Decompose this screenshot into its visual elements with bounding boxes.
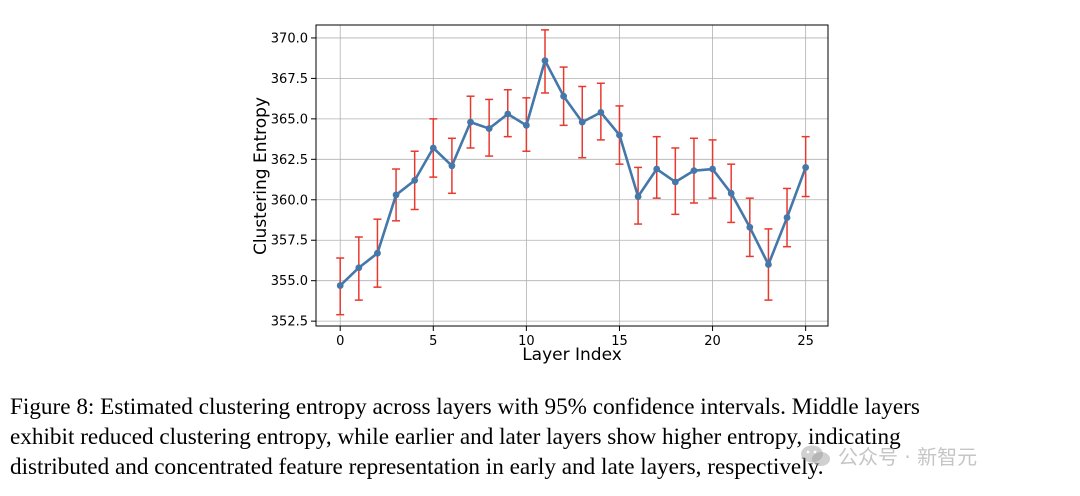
- data-point: [578, 118, 586, 126]
- caption-line-3: distributed and concentrated feature rep…: [10, 454, 824, 480]
- caption-line-2: exhibit reduced clustering entropy, whil…: [10, 424, 901, 450]
- plot-frame: [315, 24, 829, 327]
- axis-ticks: 0 5 10 15 20 25 352.5 355.0 357.5 360.0 362.5 365.0…: [271, 31, 814, 349]
- y-tick-label: 357.5: [271, 234, 308, 249]
- series-line: [339, 59, 807, 287]
- y-tick-label: 355.0: [271, 274, 308, 289]
- data-point: [485, 125, 493, 132]
- data-point: [616, 131, 623, 139]
- caption-line-1: Figure 8: Estimated clustering entropy a…: [10, 394, 920, 420]
- data-point: [392, 191, 400, 199]
- data-points: [336, 57, 810, 289]
- x-tick-label: 20: [704, 334, 721, 349]
- y-tick-label: 360.0: [271, 193, 308, 208]
- x-tick-label: 25: [797, 334, 814, 349]
- watermark: 公众号 · 新智元: [800, 441, 977, 470]
- y-tick-label: 352.5: [271, 315, 308, 330]
- data-point: [746, 223, 754, 231]
- chart: 0 5 10 15 20 25 352.5 355.0 357.5 360.0 362.5 365.0…: [251, 24, 829, 365]
- data-point: [597, 108, 605, 116]
- data-point: [727, 189, 735, 197]
- x-tick-label: 10: [518, 334, 535, 349]
- y-tick-label: 370.0: [271, 31, 308, 46]
- data-point: [802, 164, 810, 171]
- data-point: [411, 176, 419, 184]
- y-tick-label: 362.5: [271, 153, 308, 168]
- data-point: [429, 144, 437, 152]
- data-point: [355, 264, 363, 272]
- grid-lines: [316, 25, 828, 326]
- x-tick-label: 15: [611, 334, 628, 349]
- data-point: [541, 57, 549, 65]
- error-bars: [336, 29, 810, 316]
- data-point: [653, 165, 661, 173]
- watermark-text: 公众号 · 新智元: [838, 445, 978, 469]
- data-point: [671, 178, 679, 186]
- y-axis-label: Clustering Entropy: [251, 97, 271, 255]
- y-tick-label: 365.0: [271, 112, 308, 127]
- data-point: [560, 92, 568, 100]
- x-tick-label: 0: [336, 334, 344, 349]
- data-point: [336, 282, 344, 289]
- data-point: [765, 261, 772, 268]
- y-tick-label: 367.5: [271, 72, 308, 87]
- data-point: [783, 214, 791, 221]
- x-tick-label: 5: [429, 334, 437, 349]
- data-point: [522, 121, 530, 129]
- data-point: [374, 249, 381, 257]
- wechat-icon: [801, 445, 830, 466]
- data-point: [504, 110, 512, 118]
- x-axis-label: Layer Index: [522, 345, 622, 365]
- data-point: [690, 167, 698, 175]
- data-point: [634, 193, 642, 200]
- data-point: [709, 165, 716, 173]
- data-point: [467, 118, 474, 126]
- data-point: [448, 162, 456, 170]
- figure-caption: Figure 8: Estimated clustering entropy a…: [10, 392, 1072, 482]
